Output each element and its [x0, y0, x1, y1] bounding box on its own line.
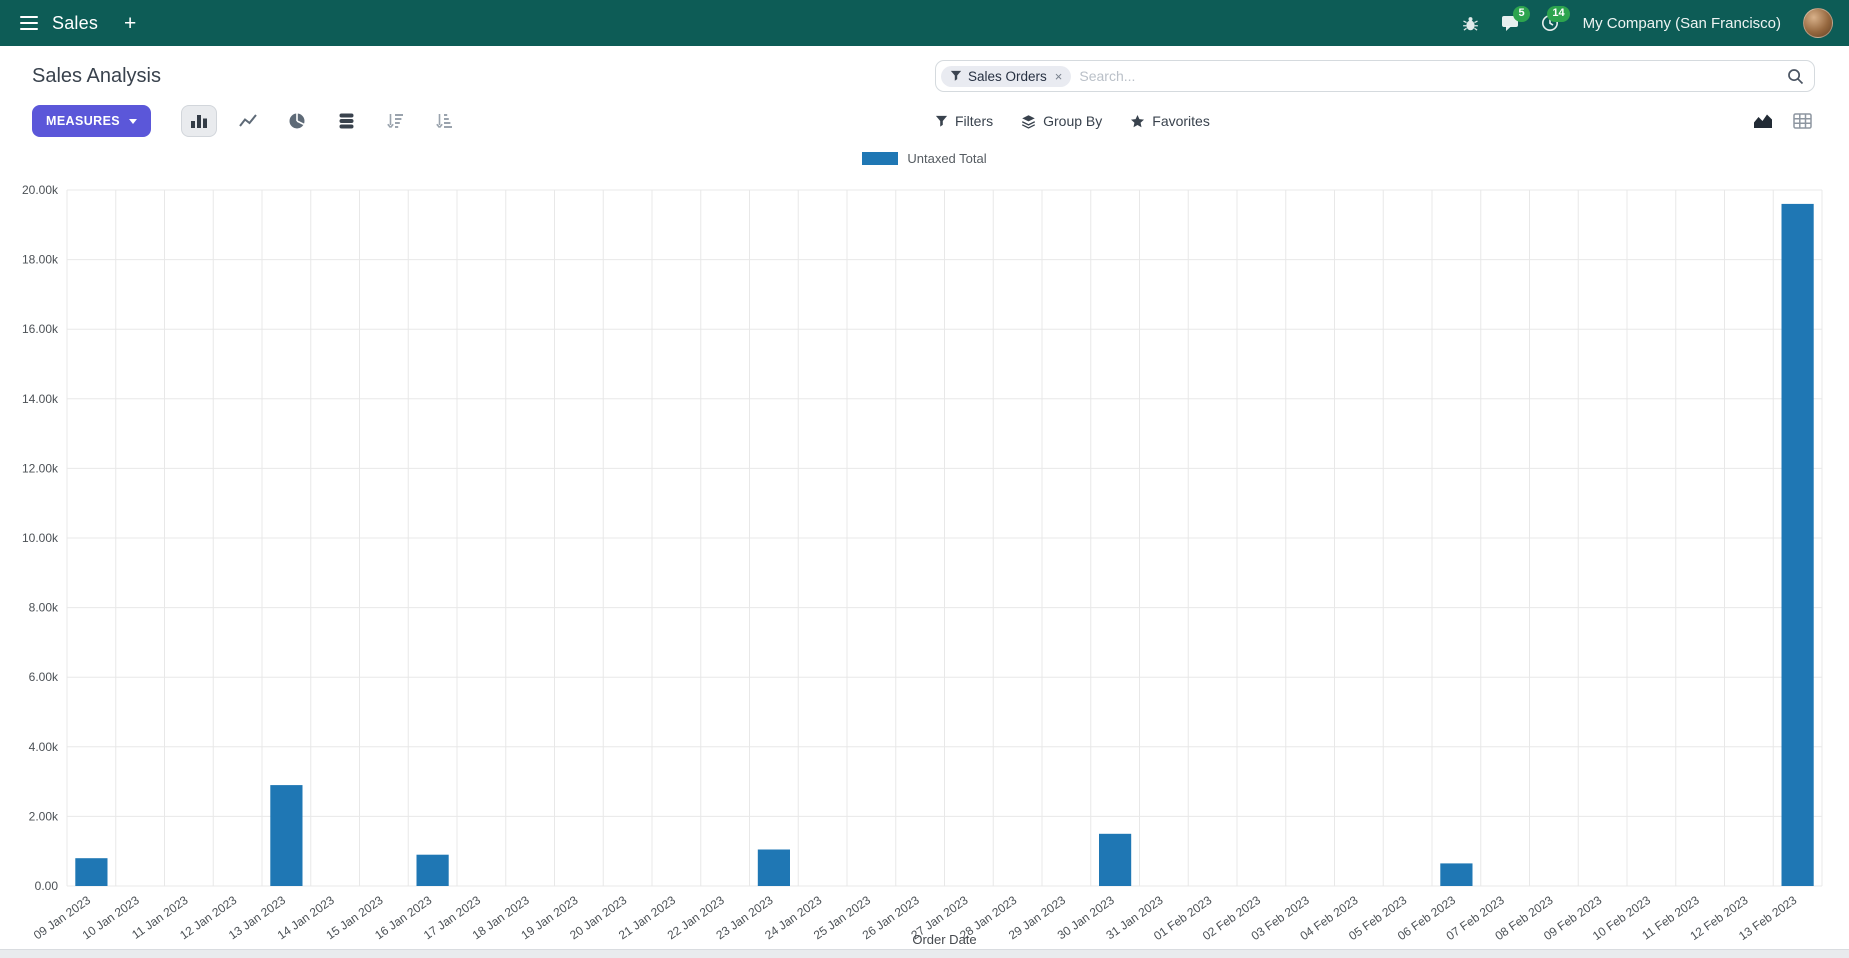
line-chart-icon [239, 112, 257, 130]
facet-remove-button[interactable]: × [1054, 68, 1063, 84]
svg-text:2.00k: 2.00k [29, 809, 59, 823]
apps-menu-button[interactable] [14, 9, 44, 37]
view-switcher [1750, 109, 1815, 133]
legend-series-label: Untaxed Total [907, 150, 987, 166]
svg-text:10.00k: 10.00k [22, 531, 59, 545]
user-avatar[interactable] [1803, 8, 1833, 38]
magnifier-icon [1787, 68, 1804, 85]
svg-text:8.00k: 8.00k [29, 601, 59, 615]
pie-chart-mode-button[interactable] [279, 105, 315, 137]
messages-count-badge: 5 [1513, 6, 1530, 22]
activities-button[interactable]: 14 [1541, 6, 1570, 32]
database-stack-icon [338, 112, 355, 130]
company-switcher[interactable]: My Company (San Francisco) [1582, 14, 1781, 32]
sort-ascending-button[interactable] [426, 105, 462, 137]
sort-ascending-icon [435, 112, 453, 130]
graph-view-button[interactable] [1750, 109, 1776, 133]
legend-color-swatch [862, 151, 899, 165]
bar-chart-canvas[interactable]: 0.00 2.00k 4.00k 6.00k 8.00k 10.00k 12.00k 14.0… [0, 172, 1849, 958]
stacked-toggle-button[interactable] [328, 105, 364, 137]
page-title: Sales Analysis [32, 64, 161, 87]
area-chart-icon [1753, 112, 1773, 130]
horizontal-scrollbar[interactable] [0, 949, 1849, 958]
activities-count-badge: 14 [1547, 6, 1570, 22]
bar-chart-icon [190, 112, 208, 130]
star-icon [1130, 114, 1145, 129]
group-by-button[interactable]: Group By [1021, 113, 1102, 129]
measures-button-label: MEASURES [46, 114, 121, 128]
svg-text:4.00k: 4.00k [29, 740, 59, 754]
app-name[interactable]: Sales [52, 12, 99, 33]
favorites-label: Favorites [1152, 113, 1210, 129]
svg-text:0.00: 0.00 [35, 879, 59, 893]
favorites-button[interactable]: Favorites [1130, 113, 1210, 129]
bar-chart-mode-button[interactable] [181, 105, 218, 137]
control-panel: Sales Analysis Sales Orders × MEASURES [0, 46, 1849, 144]
funnel-icon [950, 70, 962, 82]
chart-legend[interactable]: Untaxed Total [0, 144, 1849, 172]
hamburger-icon [20, 15, 38, 31]
svg-text:16.00k: 16.00k [22, 322, 59, 336]
pie-chart-icon [288, 112, 306, 130]
filters-button[interactable]: Filters [935, 113, 993, 129]
search-facet-label: Sales Orders [968, 68, 1047, 84]
filters-funnel-icon [935, 115, 948, 128]
navbar-systray: 5 14 My Company (San Francisco) [1462, 6, 1833, 38]
svg-text:20.00k: 20.00k [22, 183, 59, 197]
new-record-plus-button[interactable]: + [124, 11, 137, 35]
messages-button[interactable]: 5 [1501, 6, 1530, 32]
search-input[interactable] [1079, 68, 1787, 84]
svg-text:Order Date: Order Date [912, 932, 976, 947]
group-by-label: Group By [1043, 113, 1103, 129]
search-facet-sales-orders[interactable]: Sales Orders × [941, 65, 1072, 87]
line-chart-mode-button[interactable] [230, 105, 266, 137]
search-bar: Sales Orders × [935, 60, 1815, 92]
pivot-table-icon [1793, 112, 1812, 130]
bug-icon [1462, 15, 1479, 32]
chevron-down-icon [129, 118, 138, 124]
svg-text:6.00k: 6.00k [29, 670, 59, 684]
svg-text:12.00k: 12.00k [22, 461, 59, 475]
top-navbar: Sales + 5 [0, 0, 1849, 46]
sort-descending-button[interactable] [377, 105, 413, 137]
measures-button[interactable]: MEASURES [32, 105, 152, 137]
search-options: Filters Group By [935, 113, 1238, 129]
debug-bug-button[interactable] [1462, 15, 1479, 32]
search-submit-button[interactable] [1787, 68, 1804, 85]
layers-icon [1021, 114, 1036, 129]
svg-text:14.00k: 14.00k [22, 392, 59, 406]
svg-text:18.00k: 18.00k [22, 253, 59, 267]
pivot-view-button[interactable] [1790, 109, 1815, 133]
sort-descending-icon [386, 112, 404, 130]
filters-label: Filters [955, 113, 994, 129]
